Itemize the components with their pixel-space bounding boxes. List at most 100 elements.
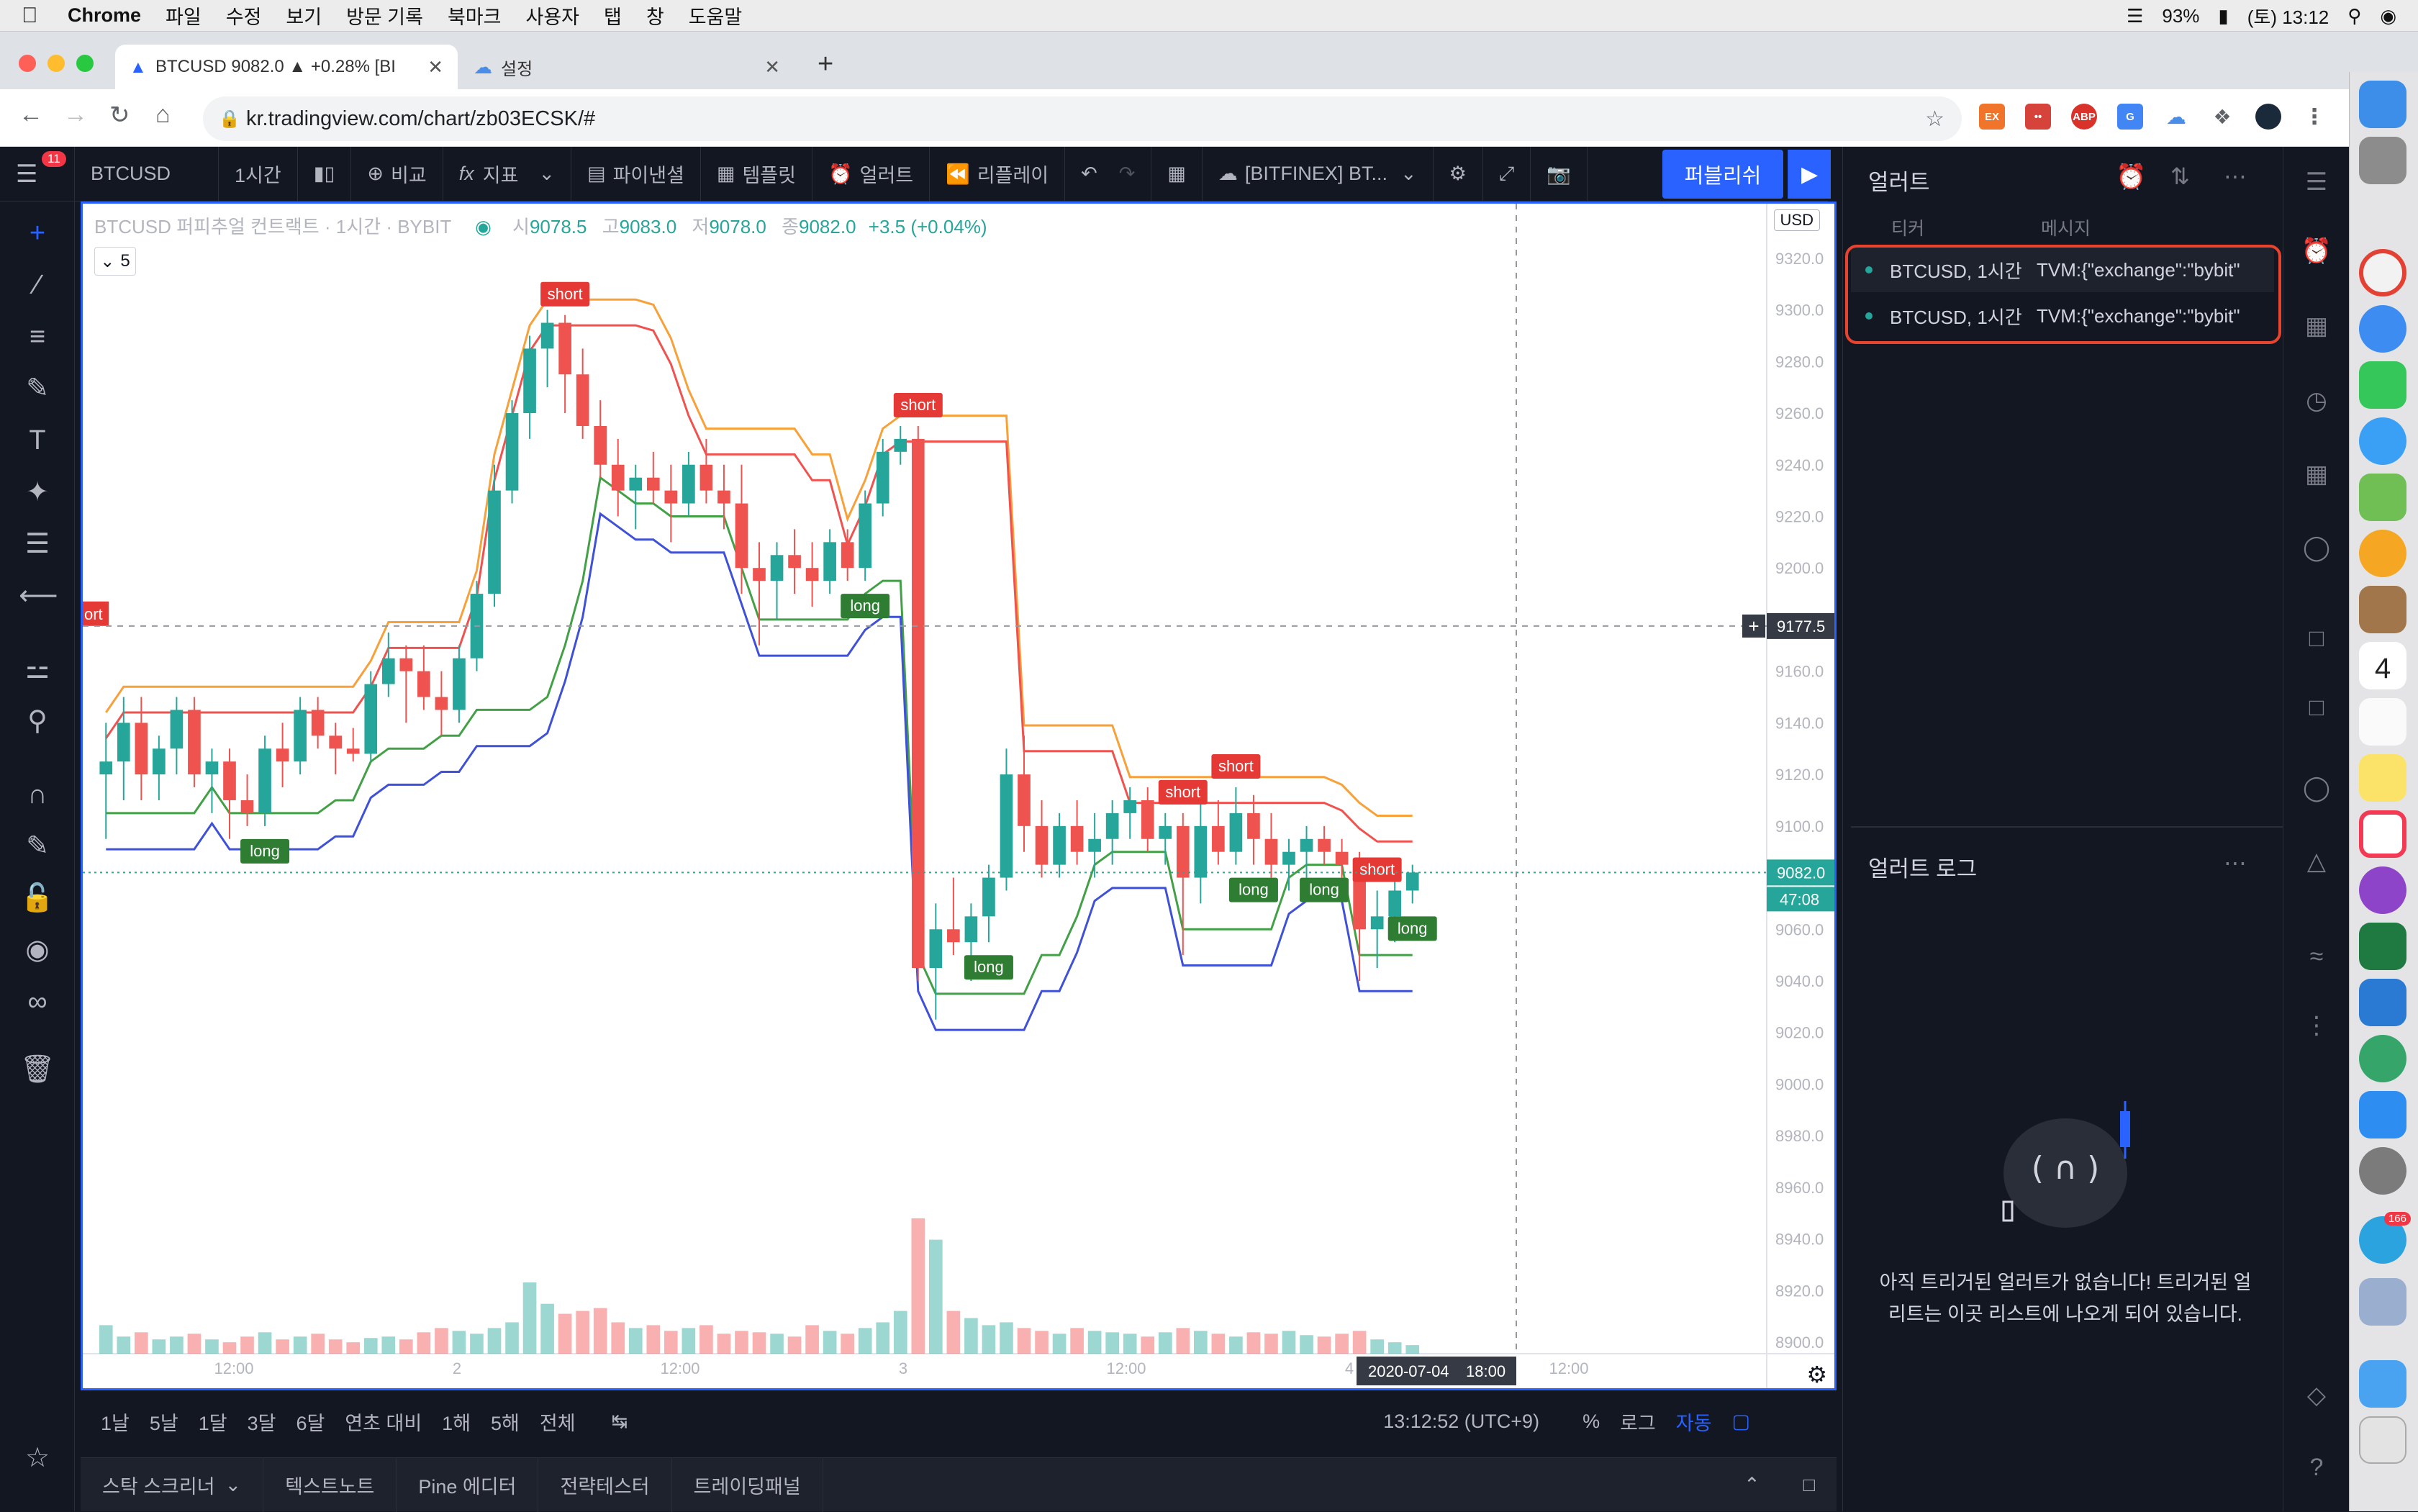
maximize-window-button[interactable] [76,55,94,72]
ideas-bulb-icon[interactable]: ◯ [2302,534,2331,561]
arrow-back-icon[interactable]: ⟵ [19,581,58,611]
chart-style-button[interactable]: ▮▯ [298,146,352,202]
collapse-panel-icon[interactable]: ⌃ [1744,1473,1760,1495]
chrome-dock-icon[interactable] [2359,249,2406,296]
crosshair-icon[interactable]: + [29,218,46,248]
templates-button[interactable]: ▦ 템플릿 [701,146,812,202]
replay-button[interactable]: ⏪ 리플레이 [930,146,1066,202]
chat-icon[interactable]: □ [2309,625,2324,652]
back-icon[interactable]: ← [19,101,43,128]
maximize-panel-icon[interactable]: □ [1803,1473,1815,1495]
symbol-search-button[interactable]: BTCUSD [75,146,219,202]
fib-retracement-icon[interactable]: ≡ [29,322,46,352]
goto-date-icon[interactable]: ↹ [611,1410,628,1432]
main-menu-button[interactable]: ☰ 11 [0,146,75,202]
atom-icon[interactable] [2359,1035,2406,1082]
tab-trading-panel[interactable]: 트레이딩패널 [672,1457,823,1512]
fullscreen-button[interactable]: ⤢ [1483,146,1531,202]
snapshot-button[interactable]: 📷 [1531,146,1588,202]
help-icon[interactable]: ? [2309,1454,2324,1481]
layers-icon[interactable]: ◇ [2306,1382,2327,1409]
chart-pane[interactable]: 9320.0 9300.0 9280.0 9260.0 9240.0 9220.0 9200… [81,202,1837,1390]
watchlist-star-icon[interactable]: ☆ [24,1443,50,1473]
menubar-clock[interactable]: (토) 13:12 [2247,6,2329,28]
url-bar[interactable]: 🔒 kr.tradingview.com/chart/zb03ECSK/# ☆ [203,96,1962,141]
app-store-icon[interactable] [2359,1091,2406,1138]
alarm-clock-icon[interactable]: ⏰ [2301,237,2332,265]
siri-icon[interactable]: ◉ [2380,4,2396,27]
fit-screen-icon[interactable]: ▢ [1731,1410,1750,1432]
bookmark-star-icon[interactable]: ☆ [1925,107,1944,131]
forward-icon[interactable]: → [63,101,88,128]
extension-google-icon[interactable]: G [2117,104,2143,130]
tab-stock-screener[interactable]: 스탁 스크리너 ⌄ [81,1457,264,1512]
dom-icon[interactable]: ⋮ [2304,1012,2329,1039]
preview-icon[interactable] [2359,1278,2406,1326]
home-icon[interactable]: ⌂ [155,101,171,128]
interval-button[interactable]: 1시간 [219,146,298,202]
pattern-icon[interactable]: ✦ [26,477,49,507]
alert-row[interactable]: BTCUSD, 1시간 TVM:{"exchange":"bybit" [1851,248,2274,292]
range-ytd[interactable]: 연초 대비 [345,1412,422,1434]
column-message[interactable]: 메시지 [2041,219,2091,239]
app-menu[interactable]: Chrome [68,4,142,26]
publish-button[interactable]: 퍼블리쉬 [1662,150,1783,199]
menu-window[interactable]: 창 [646,6,664,28]
tab-pine-editor[interactable]: Pine 에디터 [397,1457,539,1512]
system-preferences-icon[interactable] [2359,1147,2406,1195]
notifications-bell-icon[interactable]: △ [2306,848,2327,875]
range-5y[interactable]: 5해 [491,1412,520,1434]
lock-icon[interactable]: 🔓 [20,883,55,913]
menu-view[interactable]: 보기 [286,6,322,28]
redo-icon[interactable]: ↷ [1118,163,1136,184]
range-1y[interactable]: 1해 [442,1412,471,1434]
log-more-options-icon[interactable]: ⋯ [2224,850,2247,876]
hotlist-icon[interactable]: ◷ [2306,387,2327,415]
trash-dock-icon[interactable] [2359,1416,2406,1464]
telegram-icon[interactable]: 166 [2359,1212,2411,1264]
magnet-icon[interactable]: ∩ [27,779,47,810]
range-1m[interactable]: 1달 [198,1412,227,1434]
calendar-dock-icon[interactable]: 4 [2359,642,2406,689]
new-tab-icon[interactable]: + [818,49,834,79]
launchpad-icon[interactable] [2359,137,2406,184]
menu-people[interactable]: 사용자 [525,6,580,28]
tab-text-notes[interactable]: 텍스트노트 [263,1457,397,1512]
chat-private-icon[interactable]: □ [2309,694,2324,721]
menu-history[interactable]: 방문 기록 [346,6,423,28]
spotlight-icon[interactable]: ⚲ [2347,4,2362,27]
auto-toggle[interactable]: 자동 [1675,1412,1712,1434]
chrome-menu-icon[interactable]: ⋮ [2301,104,2327,130]
chart-clock[interactable]: 13:12:52 (UTC+9) [1383,1410,1540,1432]
extensions-puzzle-icon[interactable]: ❖ [2209,104,2235,130]
close-tab-icon[interactable]: ✕ [427,56,443,78]
battery-icon[interactable]: ▮ [2218,4,2229,27]
menu-help[interactable]: 도움말 [688,6,743,28]
link-icon[interactable]: ∞ [27,987,47,1017]
financials-button[interactable]: ▤ 파이낸셜 [571,146,701,202]
podcasts-icon[interactable] [2359,866,2406,914]
notes-icon[interactable] [2359,754,2406,802]
range-3m[interactable]: 3달 [247,1412,276,1434]
music-icon[interactable] [2359,810,2406,858]
range-6m[interactable]: 6달 [296,1412,325,1434]
add-alert-icon[interactable]: ⏰ [2116,163,2147,191]
range-5d[interactable]: 5날 [149,1412,178,1434]
sort-icon[interactable]: ⇅ [2170,163,2190,189]
close-window-button[interactable] [19,55,36,72]
eye-icon[interactable]: ◉ [25,935,50,965]
trend-line-icon[interactable]: ∕ [35,270,40,300]
order-panel-icon[interactable]: ≈ [2309,943,2324,970]
watchlist-icon[interactable]: ☰ [2305,168,2328,196]
brush-icon[interactable]: ✎ [26,374,49,404]
tab-tradingview[interactable]: ▲ BTCUSD 9082.0 ▲ +0.28% [BI ✕ [115,45,458,89]
range-all[interactable]: 전체 [539,1412,576,1434]
contacts-icon[interactable] [2359,586,2406,633]
percent-toggle[interactable]: % [1582,1410,1600,1432]
menu-edit[interactable]: 수정 [225,6,262,28]
lock-drawing-icon[interactable]: ✎ [26,831,49,861]
messages-icon[interactable] [2359,417,2406,465]
finder-icon[interactable] [2359,81,2406,128]
tab-strategy-tester[interactable]: 전략테스터 [538,1457,672,1512]
maps-icon[interactable] [2359,474,2406,521]
